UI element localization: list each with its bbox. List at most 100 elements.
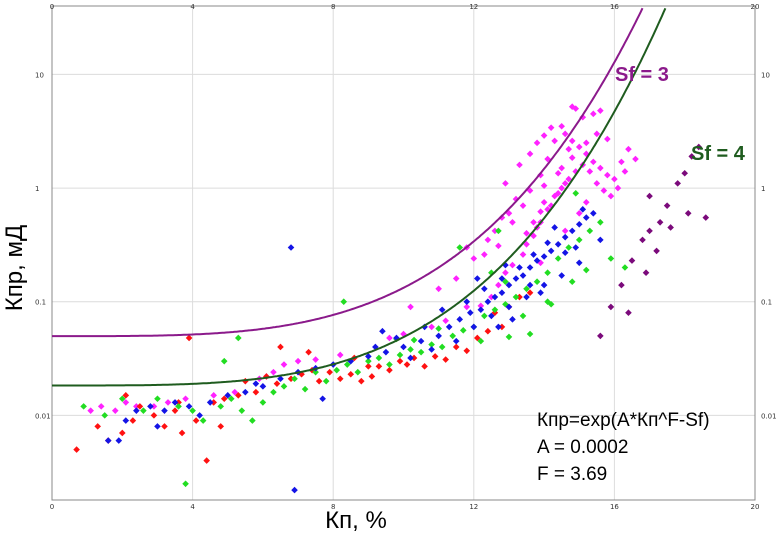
data-point [593,180,601,187]
data-point [336,375,344,383]
data-point [488,293,495,301]
data-point [94,423,101,430]
data-point [171,399,179,406]
data-point [540,198,548,206]
x-tick-label-top: 8 [331,3,335,11]
data-point [688,153,696,160]
data-point [628,257,636,264]
data-point [382,348,390,356]
data-point [220,395,228,403]
data-point [273,380,281,387]
data-point [597,332,604,340]
data-point [519,272,527,279]
data-point [101,412,109,419]
data-point [684,209,692,217]
data-point [523,285,530,293]
data-point [498,323,506,331]
data-point [199,417,207,424]
data-point [488,312,495,320]
data-point [421,363,428,370]
data-point [491,306,499,314]
data-point [565,145,573,153]
data-point [533,278,541,286]
data-point [298,370,305,378]
data-point [586,168,594,175]
data-point [291,486,298,494]
data-point [386,334,393,342]
data-point [551,224,558,231]
data-point [502,269,509,277]
data-point [491,227,499,235]
data-point [695,143,703,151]
data-point [568,227,576,235]
data-point [227,395,235,403]
data-point [122,417,130,424]
data-point [561,249,569,256]
data-point [445,323,453,331]
x-tick-label-top: 4 [190,3,195,11]
data-point [336,351,344,359]
data-point [575,143,583,151]
data-point [607,303,615,311]
data-point [438,343,446,351]
data-point [234,334,242,342]
data-point [590,209,597,217]
data-point [259,383,267,390]
data-point [466,309,474,317]
data-point [185,403,193,410]
data-point [512,275,520,282]
x-tick-label-bottom: 0 [50,503,54,511]
data-point [287,375,295,383]
data-point [438,306,446,314]
data-point [305,348,312,356]
data-point [347,370,355,378]
data-point [593,130,601,138]
data-point [417,348,425,356]
x-tick-label-top: 12 [469,3,478,11]
data-point [456,244,464,251]
data-point [119,395,126,403]
model-curves [52,7,667,387]
data-point [428,341,435,348]
data-point [210,392,217,399]
data-point [575,209,583,217]
x-tick-label-top: 20 [751,3,760,11]
data-point [509,261,516,269]
data-point [459,327,467,334]
data-point [220,357,228,365]
data-point [544,206,551,213]
data-point [456,316,464,323]
curve-label-sf3: Sf = 3 [615,64,669,86]
data-point [509,316,516,323]
data-point [122,392,130,399]
data-point [579,113,587,121]
data-point [270,368,277,376]
data-point [449,332,457,340]
data-point [365,363,372,370]
data-point [646,227,653,235]
y-tick-label-right: 0.1 [761,299,772,307]
data-point [607,192,615,200]
data-point [547,300,555,308]
data-point [154,423,161,430]
data-point [565,244,573,251]
data-point [407,346,414,353]
data-point [343,361,351,368]
formula-f-value: F = 3.69 [537,464,607,485]
data-point [410,354,418,362]
data-point [73,446,80,453]
data-point [656,218,664,226]
data-point [185,334,193,342]
x-axis-label: Кп, % [325,507,387,534]
data-point [502,278,509,286]
data-point [495,281,502,289]
data-point [604,171,611,179]
data-point [400,330,407,338]
x-tick-label-bottom: 20 [751,503,760,511]
data-point [544,239,551,247]
data-point [558,184,565,192]
data-point [312,356,319,363]
data-point [547,124,555,131]
data-point [597,236,604,244]
